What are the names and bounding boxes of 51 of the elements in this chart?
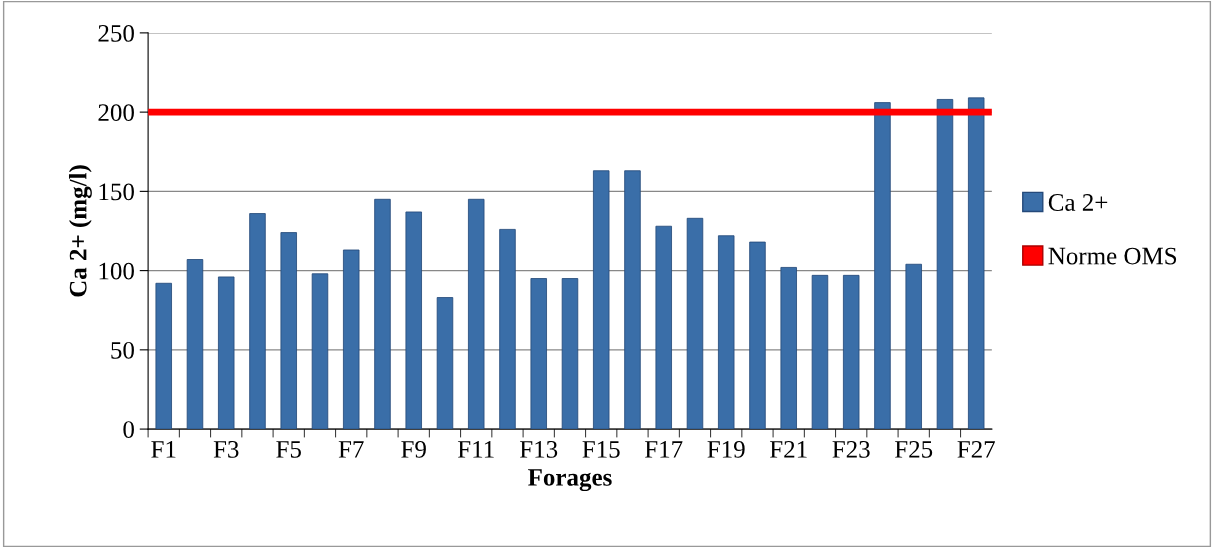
x-tick-label: F15: [582, 441, 620, 458]
bar: [905, 263, 922, 430]
bar: [592, 170, 610, 430]
x-tick-label: F19: [707, 440, 745, 458]
bar: [655, 225, 672, 430]
bar: [624, 170, 641, 430]
bar: [249, 213, 266, 430]
x-tick-label: F1: [151, 441, 176, 458]
y-axis-title: Ca 2+ (mg/l): [68, 165, 92, 297]
bar: [936, 99, 954, 430]
bar: [499, 228, 516, 430]
legend-label: Ca 2+: [1048, 194, 1108, 211]
x-tick-label: F17: [644, 441, 683, 458]
bar: [343, 249, 360, 430]
bar: [811, 274, 829, 430]
bar: [436, 297, 454, 430]
y-tick-label: 250: [98, 24, 134, 42]
y-tick-label: 50: [111, 341, 134, 359]
bar: [780, 267, 797, 430]
bar: [717, 235, 735, 430]
bar: [155, 282, 172, 430]
x-tick-label: F9: [401, 440, 426, 458]
bar: [405, 211, 422, 430]
bar: [311, 273, 329, 430]
bar: [842, 274, 860, 430]
x-tick-label: F21: [769, 440, 807, 458]
y-tick-label: 0: [123, 421, 134, 438]
bar: [280, 232, 297, 430]
bar: [874, 102, 891, 430]
legend-label: Norme OMS: [1048, 247, 1177, 265]
bar: [967, 97, 985, 430]
x-tick-label: F7: [338, 441, 364, 458]
bar: [467, 198, 485, 430]
bar: [749, 241, 766, 430]
y-tick-label: 150: [99, 183, 134, 201]
bar: [218, 276, 235, 430]
x-tick-label: F13: [519, 440, 558, 458]
bar: [686, 217, 704, 430]
x-tick-label: F3: [213, 440, 239, 458]
x-tick-label: F11: [457, 441, 494, 458]
x-tick-label: F27: [957, 440, 995, 458]
y-tick-label: 200: [98, 104, 134, 122]
x-tick-label: F5: [276, 441, 301, 458]
bar: [186, 259, 204, 430]
x-axis-title: Forages: [528, 469, 612, 492]
bar: [530, 278, 547, 430]
bar: [374, 198, 391, 430]
y-tick-label: 100: [99, 262, 134, 280]
x-tick-label: F23: [832, 440, 870, 458]
x-tick-label: F25: [894, 440, 933, 458]
bar: [561, 278, 579, 430]
